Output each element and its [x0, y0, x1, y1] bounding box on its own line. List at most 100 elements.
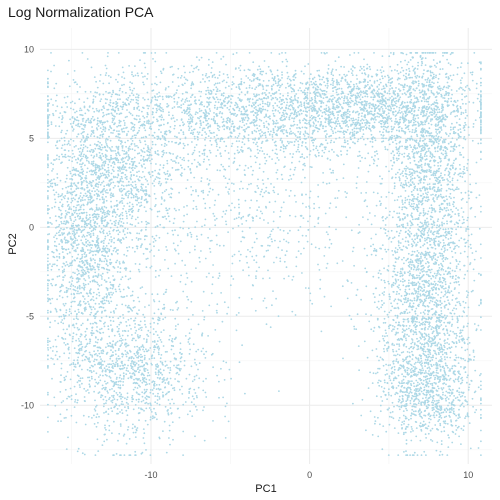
- scatter-point: [410, 110, 413, 112]
- scatter-point: [287, 142, 290, 145]
- scatter-point: [373, 107, 376, 110]
- scatter-point: [404, 78, 406, 81]
- scatter-point: [398, 419, 400, 422]
- scatter-point: [215, 155, 218, 157]
- scatter-point: [218, 82, 221, 84]
- scatter-point: [304, 118, 307, 121]
- scatter-point: [456, 99, 459, 102]
- scatter-point: [115, 78, 117, 81]
- scatter-point: [102, 126, 105, 128]
- scatter-point: [426, 110, 428, 113]
- scatter-point: [463, 221, 465, 224]
- scatter-point: [448, 213, 451, 216]
- scatter-point: [221, 80, 224, 83]
- scatter-point: [437, 77, 440, 80]
- scatter-point: [187, 165, 190, 168]
- scatter-point: [307, 133, 310, 136]
- scatter-point: [420, 357, 422, 360]
- scatter-point: [444, 155, 447, 158]
- scatter-point: [366, 67, 369, 70]
- scatter-point: [391, 87, 394, 90]
- scatter-point: [408, 293, 411, 295]
- scatter-point: [421, 157, 424, 160]
- scatter-point: [330, 139, 333, 142]
- scatter-point: [399, 71, 402, 74]
- scatter-point: [397, 331, 399, 334]
- scatter-point: [426, 100, 428, 103]
- scatter-point: [408, 137, 411, 140]
- scatter-point: [283, 101, 286, 104]
- scatter-point: [298, 119, 301, 122]
- scatter-point: [330, 71, 333, 74]
- scatter-point: [385, 107, 387, 110]
- scatter-point: [236, 149, 239, 152]
- scatter-point: [453, 189, 455, 192]
- scatter-point: [382, 100, 385, 102]
- scatter-point: [281, 103, 283, 105]
- scatter-point: [404, 231, 407, 234]
- scatter-point: [244, 93, 247, 96]
- scatter-point: [411, 350, 413, 353]
- scatter-point: [438, 156, 441, 158]
- scatter-point: [383, 104, 386, 107]
- scatter-point: [272, 123, 275, 125]
- scatter-point: [395, 87, 397, 89]
- scatter-point: [443, 157, 446, 160]
- scatter-point: [378, 95, 380, 97]
- scatter-point: [206, 122, 209, 125]
- scatter-point: [380, 202, 382, 205]
- scatter-point: [426, 70, 429, 73]
- scatter-point: [410, 178, 412, 181]
- scatter-point: [439, 116, 442, 118]
- scatter-point: [176, 119, 178, 121]
- scatter-point: [331, 79, 334, 82]
- scatter-point: [449, 272, 451, 275]
- scatter-point: [388, 55, 391, 58]
- scatter-point: [373, 96, 376, 99]
- scatter-point: [375, 119, 377, 121]
- scatter-point: [225, 145, 228, 148]
- scatter-point: [408, 263, 411, 266]
- scatter-point: [202, 127, 205, 130]
- scatter-point: [480, 107, 482, 110]
- scatter-point: [274, 80, 277, 82]
- scatter-point: [435, 74, 437, 77]
- scatter-point: [103, 107, 106, 109]
- scatter-point: [406, 177, 409, 180]
- scatter-point: [402, 106, 404, 108]
- scatter-point: [194, 113, 197, 116]
- scatter-point: [338, 130, 341, 133]
- scatter-point: [178, 106, 181, 108]
- scatter-point: [78, 98, 81, 101]
- scatter-point: [433, 170, 435, 173]
- scatter-point: [276, 104, 279, 107]
- scatter-point: [414, 130, 417, 133]
- scatter-point: [437, 334, 439, 336]
- scatter-point: [278, 111, 281, 114]
- scatter-point: [258, 65, 261, 68]
- scatter-point: [356, 121, 359, 124]
- scatter-point: [47, 156, 49, 159]
- scatter-point: [47, 163, 49, 166]
- scatter-point: [340, 145, 343, 148]
- scatter-point: [464, 86, 467, 88]
- scatter-point: [438, 73, 441, 75]
- scatter-point: [429, 71, 432, 74]
- scatter-point: [372, 98, 375, 101]
- scatter-point: [300, 105, 303, 107]
- scatter-point: [254, 155, 256, 158]
- scatter-point: [432, 173, 434, 176]
- scatter-point: [198, 155, 201, 157]
- scatter-point: [420, 156, 423, 159]
- scatter-point: [336, 88, 339, 91]
- scatter-point: [234, 68, 237, 70]
- scatter-point: [327, 100, 330, 102]
- scatter-point: [410, 345, 413, 348]
- scatter-point: [354, 94, 357, 97]
- scatter-point: [412, 330, 415, 332]
- scatter-point: [422, 209, 425, 212]
- scatter-point: [388, 143, 391, 146]
- scatter-point: [407, 264, 410, 267]
- scatter-point: [69, 101, 72, 104]
- scatter-point: [184, 82, 186, 85]
